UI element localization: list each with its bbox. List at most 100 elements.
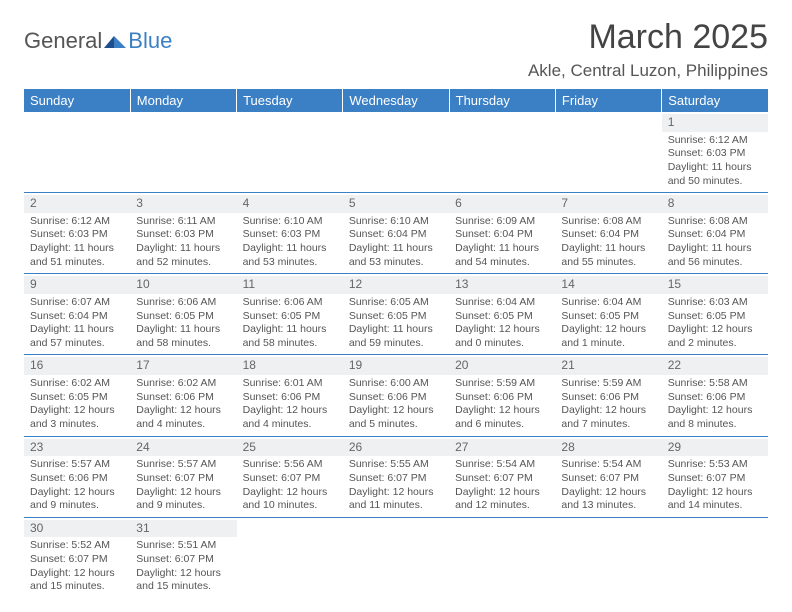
calendar-day-cell: 2Sunrise: 6:12 AMSunset: 6:03 PMDaylight… (24, 193, 130, 274)
sunset-text: Sunset: 6:05 PM (349, 310, 443, 324)
calendar-day-cell (130, 112, 236, 193)
sunrise-text: Sunrise: 6:05 AM (349, 296, 443, 310)
logo: General Blue (24, 28, 172, 54)
calendar-week-row: 1Sunrise: 6:12 AMSunset: 6:03 PMDaylight… (24, 112, 768, 193)
sunset-text: Sunset: 6:07 PM (243, 472, 337, 486)
day-number: 5 (343, 195, 449, 213)
daylight-text: Daylight: 12 hours and 6 minutes. (455, 404, 549, 431)
day-number: 14 (555, 276, 661, 294)
title-block: March 2025 Akle, Central Luzon, Philippi… (528, 18, 768, 81)
daylight-text: Daylight: 11 hours and 57 minutes. (30, 323, 124, 350)
day-number (24, 114, 130, 116)
calendar-table: Sunday Monday Tuesday Wednesday Thursday… (24, 89, 768, 598)
sunset-text: Sunset: 6:07 PM (136, 472, 230, 486)
sunset-text: Sunset: 6:05 PM (455, 310, 549, 324)
day-number (662, 520, 768, 522)
daylight-text: Daylight: 11 hours and 58 minutes. (243, 323, 337, 350)
calendar-day-cell: 31Sunrise: 5:51 AMSunset: 6:07 PMDayligh… (130, 517, 236, 598)
sunset-text: Sunset: 6:03 PM (136, 228, 230, 242)
sunset-text: Sunset: 6:05 PM (136, 310, 230, 324)
day-number: 26 (343, 439, 449, 457)
calendar-day-cell: 30Sunrise: 5:52 AMSunset: 6:07 PMDayligh… (24, 517, 130, 598)
weekday-header: Wednesday (343, 89, 449, 112)
sunset-text: Sunset: 6:05 PM (30, 391, 124, 405)
calendar-day-cell: 21Sunrise: 5:59 AMSunset: 6:06 PMDayligh… (555, 355, 661, 436)
day-number (449, 520, 555, 522)
sunset-text: Sunset: 6:03 PM (243, 228, 337, 242)
calendar-day-cell: 28Sunrise: 5:54 AMSunset: 6:07 PMDayligh… (555, 436, 661, 517)
daylight-text: Daylight: 12 hours and 10 minutes. (243, 486, 337, 513)
day-number: 20 (449, 357, 555, 375)
daylight-text: Daylight: 11 hours and 56 minutes. (668, 242, 762, 269)
day-number (237, 114, 343, 116)
calendar-day-cell: 16Sunrise: 6:02 AMSunset: 6:05 PMDayligh… (24, 355, 130, 436)
calendar-day-cell: 29Sunrise: 5:53 AMSunset: 6:07 PMDayligh… (662, 436, 768, 517)
day-number: 29 (662, 439, 768, 457)
location-text: Akle, Central Luzon, Philippines (528, 61, 768, 81)
page-title: March 2025 (528, 18, 768, 57)
daylight-text: Daylight: 11 hours and 55 minutes. (561, 242, 655, 269)
day-number: 12 (343, 276, 449, 294)
sunset-text: Sunset: 6:06 PM (136, 391, 230, 405)
daylight-text: Daylight: 12 hours and 4 minutes. (243, 404, 337, 431)
calendar-day-cell: 22Sunrise: 5:58 AMSunset: 6:06 PMDayligh… (662, 355, 768, 436)
sunrise-text: Sunrise: 6:12 AM (30, 215, 124, 229)
day-number: 4 (237, 195, 343, 213)
weekday-header: Sunday (24, 89, 130, 112)
sunset-text: Sunset: 6:06 PM (243, 391, 337, 405)
day-number: 18 (237, 357, 343, 375)
calendar-day-cell: 8Sunrise: 6:08 AMSunset: 6:04 PMDaylight… (662, 193, 768, 274)
sunset-text: Sunset: 6:06 PM (455, 391, 549, 405)
calendar-day-cell: 9Sunrise: 6:07 AMSunset: 6:04 PMDaylight… (24, 274, 130, 355)
sunset-text: Sunset: 6:04 PM (349, 228, 443, 242)
sunrise-text: Sunrise: 5:54 AM (561, 458, 655, 472)
sunset-text: Sunset: 6:07 PM (455, 472, 549, 486)
sunrise-text: Sunrise: 5:56 AM (243, 458, 337, 472)
sunrise-text: Sunrise: 5:58 AM (668, 377, 762, 391)
day-number: 13 (449, 276, 555, 294)
sunset-text: Sunset: 6:05 PM (243, 310, 337, 324)
logo-text-2: Blue (128, 28, 172, 54)
day-number: 21 (555, 357, 661, 375)
sunrise-text: Sunrise: 6:06 AM (243, 296, 337, 310)
daylight-text: Daylight: 11 hours and 58 minutes. (136, 323, 230, 350)
day-number: 27 (449, 439, 555, 457)
sunrise-text: Sunrise: 6:10 AM (243, 215, 337, 229)
day-number: 22 (662, 357, 768, 375)
sunrise-text: Sunrise: 6:01 AM (243, 377, 337, 391)
daylight-text: Daylight: 12 hours and 3 minutes. (30, 404, 124, 431)
calendar-day-cell: 11Sunrise: 6:06 AMSunset: 6:05 PMDayligh… (237, 274, 343, 355)
sunrise-text: Sunrise: 6:04 AM (455, 296, 549, 310)
sunrise-text: Sunrise: 6:02 AM (136, 377, 230, 391)
sunrise-text: Sunrise: 6:08 AM (561, 215, 655, 229)
logo-icon (104, 28, 126, 54)
day-number: 28 (555, 439, 661, 457)
sunrise-text: Sunrise: 6:02 AM (30, 377, 124, 391)
weekday-header: Thursday (449, 89, 555, 112)
calendar-week-row: 23Sunrise: 5:57 AMSunset: 6:06 PMDayligh… (24, 436, 768, 517)
day-number: 23 (24, 439, 130, 457)
sunset-text: Sunset: 6:05 PM (561, 310, 655, 324)
sunrise-text: Sunrise: 6:03 AM (668, 296, 762, 310)
calendar-day-cell: 5Sunrise: 6:10 AMSunset: 6:04 PMDaylight… (343, 193, 449, 274)
sunset-text: Sunset: 6:04 PM (668, 228, 762, 242)
day-number: 10 (130, 276, 236, 294)
daylight-text: Daylight: 12 hours and 0 minutes. (455, 323, 549, 350)
day-number: 25 (237, 439, 343, 457)
daylight-text: Daylight: 12 hours and 2 minutes. (668, 323, 762, 350)
sunrise-text: Sunrise: 6:06 AM (136, 296, 230, 310)
day-number (449, 114, 555, 116)
sunset-text: Sunset: 6:03 PM (668, 147, 762, 161)
day-number: 31 (130, 520, 236, 538)
sunset-text: Sunset: 6:06 PM (668, 391, 762, 405)
daylight-text: Daylight: 11 hours and 51 minutes. (30, 242, 124, 269)
calendar-day-cell: 6Sunrise: 6:09 AMSunset: 6:04 PMDaylight… (449, 193, 555, 274)
calendar-day-cell: 15Sunrise: 6:03 AMSunset: 6:05 PMDayligh… (662, 274, 768, 355)
sunrise-text: Sunrise: 5:57 AM (30, 458, 124, 472)
calendar-day-cell: 18 Sunrise: 6:01 AMSunset: 6:06 PMDayligh… (237, 355, 343, 436)
day-number (343, 114, 449, 116)
daylight-text: Daylight: 11 hours and 50 minutes. (668, 161, 762, 188)
daylight-text: Daylight: 12 hours and 11 minutes. (349, 486, 443, 513)
calendar-day-cell (449, 112, 555, 193)
weekday-header: Saturday (662, 89, 768, 112)
